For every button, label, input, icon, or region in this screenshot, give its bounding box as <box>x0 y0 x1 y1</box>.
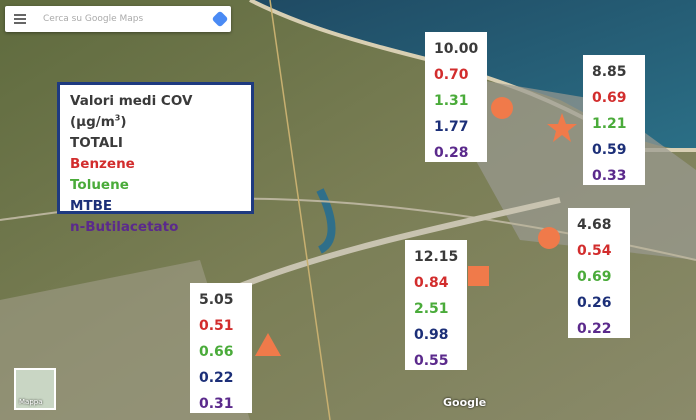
station-value: 10.00 <box>434 41 479 57</box>
legend-title-superscript: 3 <box>114 113 121 123</box>
directions-icon[interactable] <box>211 10 229 28</box>
station-marker[interactable] <box>491 97 513 119</box>
station-value: 1.31 <box>434 93 469 109</box>
station-value: 4.68 <box>577 217 612 233</box>
station-value: 0.55 <box>414 353 449 369</box>
legend-item: n-Butilacetato <box>70 219 179 235</box>
legend-item: MTBE <box>70 198 113 214</box>
station-value: 12.15 <box>414 249 459 265</box>
legend-title: Valori medi COV (µg/m3) <box>70 91 251 133</box>
layer-label: Mappa <box>19 398 43 406</box>
station-value: 2.51 <box>414 301 449 317</box>
station-value: 0.26 <box>577 295 612 311</box>
station-value: 1.77 <box>434 119 469 135</box>
station-marker[interactable] <box>255 333 281 356</box>
legend-title-text: ) <box>120 114 127 130</box>
station-value: 0.28 <box>434 145 469 161</box>
station-values: 4.68 0.54 0.69 0.26 0.22 <box>568 208 630 338</box>
search-placeholder: Cerca su Google Maps <box>43 14 144 24</box>
station-value: 0.51 <box>199 318 234 334</box>
station-values: 12.15 0.84 2.51 0.98 0.55 <box>405 240 467 370</box>
station-value: 0.70 <box>434 67 469 83</box>
station-value: 0.69 <box>592 90 627 106</box>
station-value: 1.21 <box>592 116 627 132</box>
station-values: 8.85 0.69 1.21 0.59 0.33 <box>583 55 645 185</box>
station-value: 0.66 <box>199 344 234 360</box>
station-value: 0.54 <box>577 243 612 259</box>
station-marker[interactable] <box>468 266 489 286</box>
station-value: 5.05 <box>199 292 234 308</box>
legend-item: TOTALI <box>70 135 123 151</box>
station-value: 0.31 <box>199 396 234 412</box>
station-value: 0.98 <box>414 327 449 343</box>
station-values: 5.05 0.51 0.66 0.22 0.31 <box>190 283 252 413</box>
legend-title-text: Valori medi COV (µg/m <box>70 93 193 130</box>
station-value: 0.69 <box>577 269 612 285</box>
menu-icon[interactable] <box>14 14 26 16</box>
legend-item: Toluene <box>70 177 129 193</box>
legend-item: Benzene <box>70 156 135 172</box>
station-marker[interactable] <box>538 227 560 249</box>
station-marker[interactable] <box>547 113 577 142</box>
station-value: 8.85 <box>592 64 627 80</box>
search-box[interactable]: Cerca su Google Maps <box>5 6 231 32</box>
station-value: 0.22 <box>577 321 612 337</box>
station-value: 0.22 <box>199 370 234 386</box>
legend: Valori medi COV (µg/m3) TOTALI Benzene Tol… <box>57 82 254 235</box>
station-value: 0.59 <box>592 142 627 158</box>
station-value: 0.84 <box>414 275 449 291</box>
layer-button[interactable]: Mappa <box>14 368 56 410</box>
station-value: 0.33 <box>592 168 627 184</box>
brand-logo: Google <box>443 396 487 409</box>
station-values: 10.00 0.70 1.31 1.77 0.28 <box>425 32 487 162</box>
